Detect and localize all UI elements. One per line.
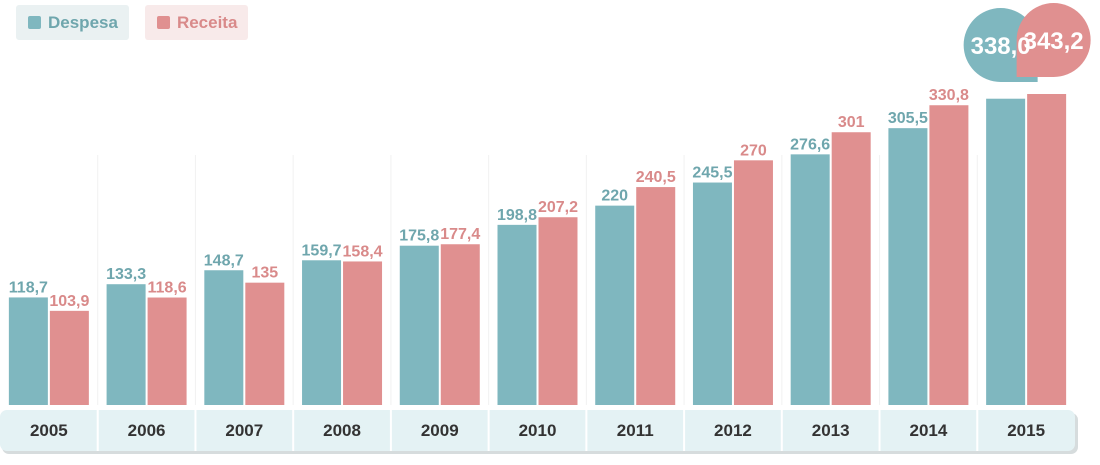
bar-despesa-2009[interactable] xyxy=(399,245,439,405)
value-label-receita-2012: 270 xyxy=(740,142,767,159)
bar-receita-2011[interactable] xyxy=(636,187,676,405)
bar-despesa-2008[interactable] xyxy=(302,260,342,405)
bar-receita-2010[interactable] xyxy=(538,217,578,405)
legend-item-despesa[interactable]: Despesa xyxy=(16,5,129,40)
value-label-receita-2011: 240,5 xyxy=(636,169,676,186)
x-tick-label-2013: 2013 xyxy=(812,421,850,440)
bar-despesa-2010[interactable] xyxy=(497,224,537,405)
bar-despesa-2015[interactable] xyxy=(986,98,1026,405)
x-tick-label-2008: 2008 xyxy=(323,421,361,440)
x-tick-label-2007: 2007 xyxy=(225,421,263,440)
value-label-despesa-2015: 338,0 xyxy=(971,33,1031,60)
x-tick-label-2014: 2014 xyxy=(909,421,947,440)
bar-receita-2005[interactable] xyxy=(49,310,89,405)
x-tick-label-2006: 2006 xyxy=(128,421,166,440)
bar-receita-2012[interactable] xyxy=(733,160,773,405)
value-label-receita-2009: 177,4 xyxy=(440,226,480,243)
value-label-receita-2008: 158,4 xyxy=(343,243,383,260)
bar-receita-2014[interactable] xyxy=(929,105,969,405)
bar-receita-2013[interactable] xyxy=(831,132,871,406)
x-tick-label-2012: 2012 xyxy=(714,421,752,440)
value-label-despesa-2008: 159,7 xyxy=(302,242,342,259)
value-label-receita-2005: 103,9 xyxy=(49,293,89,310)
bar-despesa-2012[interactable] xyxy=(692,182,732,405)
x-tick-label-2009: 2009 xyxy=(421,421,459,440)
value-label-receita-2006: 118,6 xyxy=(148,280,187,297)
value-label-receita-2007: 135 xyxy=(251,265,278,282)
x-tick-label-2010: 2010 xyxy=(519,421,557,440)
bar-despesa-2013[interactable] xyxy=(790,154,830,405)
value-label-despesa-2010: 198,8 xyxy=(497,207,537,224)
bar-receita-2008[interactable] xyxy=(343,261,383,405)
bar-despesa-2011[interactable] xyxy=(595,205,635,405)
legend-item-receita[interactable]: Receita xyxy=(144,5,249,40)
bar-receita-2015[interactable] xyxy=(1027,94,1067,405)
value-label-receita-2013: 301 xyxy=(838,114,865,131)
value-label-despesa-2006: 133,3 xyxy=(106,266,146,283)
value-label-receita-2015: 343,2 xyxy=(1024,28,1084,55)
value-label-despesa-2013: 276,6 xyxy=(790,136,830,153)
legend-label-despesa: Despesa xyxy=(48,12,118,32)
x-tick-label-2015: 2015 xyxy=(1007,421,1045,440)
x-tick-label-2005: 2005 xyxy=(30,421,68,440)
value-label-despesa-2012: 245,5 xyxy=(692,165,732,182)
value-label-despesa-2007: 148,7 xyxy=(204,252,244,269)
highlight-bubble-receita xyxy=(1016,3,1091,78)
bar-despesa-2005[interactable] xyxy=(8,297,48,405)
bar-despesa-2007[interactable] xyxy=(204,270,244,405)
value-label-despesa-2009: 175,8 xyxy=(399,228,439,245)
receita-swatch-icon xyxy=(156,16,170,29)
bar-despesa-2006[interactable] xyxy=(106,284,146,405)
x-tick-label-2011: 2011 xyxy=(617,421,654,440)
bar-receita-2007[interactable] xyxy=(245,282,285,405)
value-label-despesa-2011: 220 xyxy=(601,188,628,205)
value-label-receita-2010: 207,2 xyxy=(538,199,578,216)
bar-receita-2009[interactable] xyxy=(440,244,480,405)
value-label-receita-2014: 330,8 xyxy=(929,87,969,104)
bar-despesa-2014[interactable] xyxy=(888,128,928,405)
value-label-despesa-2014: 305,5 xyxy=(888,110,928,127)
value-label-despesa-2005: 118,7 xyxy=(9,279,48,296)
despesa-swatch-icon xyxy=(28,16,41,29)
legend: Despesa Receita xyxy=(16,5,249,40)
bar-receita-2006[interactable] xyxy=(147,297,187,405)
axis-band xyxy=(0,410,1075,451)
legend-label-receita: Receita xyxy=(176,12,238,32)
